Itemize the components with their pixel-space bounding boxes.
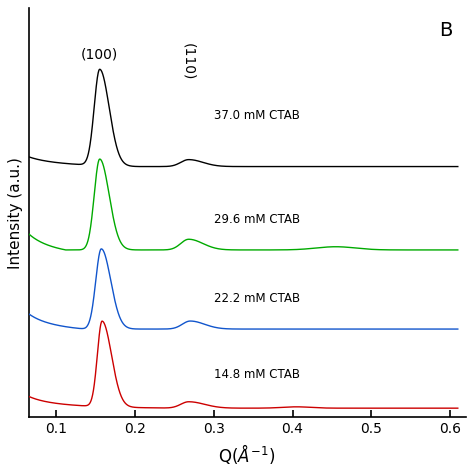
Y-axis label: Intensity (a.u.): Intensity (a.u.) [9, 157, 23, 269]
Text: B: B [439, 20, 453, 40]
X-axis label: Q($\AA^{-1}$): Q($\AA^{-1}$) [219, 442, 276, 465]
Text: (110): (110) [182, 43, 196, 81]
Text: (100): (100) [81, 48, 118, 62]
Text: 37.0 mM CTAB: 37.0 mM CTAB [214, 109, 300, 122]
Text: 22.2 mM CTAB: 22.2 mM CTAB [214, 292, 300, 305]
Text: 29.6 mM CTAB: 29.6 mM CTAB [214, 213, 300, 226]
Text: 14.8 mM CTAB: 14.8 mM CTAB [214, 368, 300, 381]
